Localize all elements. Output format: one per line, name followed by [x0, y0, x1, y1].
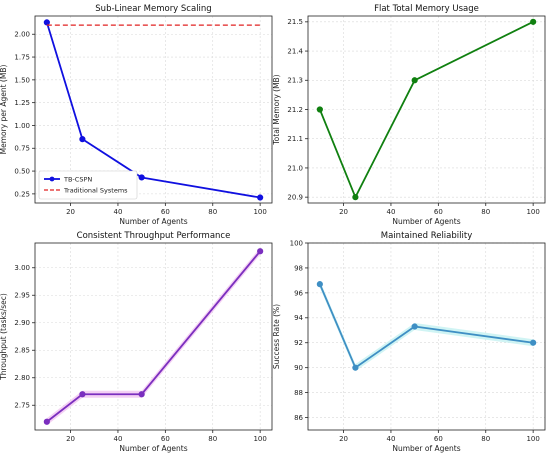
series-line-1	[45, 22, 261, 199]
legend: TB-CSPN Traditional Systems	[38, 170, 138, 200]
legend-label: TB-CSPN	[63, 175, 92, 183]
data-point	[138, 174, 145, 181]
y-axis-label: Throughput (tasks/sec)	[0, 293, 8, 381]
x-tick-label: 20	[339, 435, 348, 443]
x-tick-label: 60	[434, 435, 443, 443]
y-tick-label: 2.00	[14, 31, 30, 39]
y-tick-label: 94	[294, 314, 303, 322]
x-tick-label: 80	[481, 435, 490, 443]
legend-marker	[49, 176, 55, 182]
x-tick-label: 60	[161, 208, 170, 216]
y-tick-label: 2.75	[14, 402, 30, 410]
data-point	[530, 339, 537, 346]
y-tick-label: 2.85	[14, 347, 30, 355]
x-axis-label: Number of Agents	[392, 217, 460, 226]
y-tick-label: 2.80	[14, 374, 30, 382]
legend-box	[38, 170, 138, 200]
data-point	[316, 106, 323, 113]
y-tick-label: 100	[290, 239, 303, 247]
series-band	[319, 280, 534, 372]
x-tick-label: 100	[253, 208, 266, 216]
x-tick-label: 40	[113, 435, 122, 443]
y-tick-label: 21.3	[287, 77, 303, 85]
x-tick-label: 40	[386, 435, 395, 443]
y-tick-label: 1.50	[14, 76, 30, 84]
chart-panel-2: 20 40 60 80 100 20.9 21.0 21.1 21.2 21.3 21.4 21.5 F…	[272, 4, 546, 226]
data-point	[530, 18, 537, 25]
y-tick-label: 2.95	[14, 292, 30, 300]
plot-frame	[34, 15, 273, 204]
x-tick-label: 100	[253, 435, 266, 443]
x-axis-label: Number of Agents	[392, 444, 460, 453]
series-band	[46, 247, 261, 426]
y-tick-label: 21.1	[287, 135, 303, 143]
chart-title: Flat Total Memory Usage	[374, 4, 479, 14]
data-point	[79, 391, 86, 398]
x-tick-label: 100	[526, 435, 539, 443]
x-tick-label: 40	[113, 208, 122, 216]
x-tick-label: 60	[161, 435, 170, 443]
y-tick-label: 88	[294, 389, 303, 397]
chart-title: Maintained Reliability	[381, 231, 472, 241]
y-tick-label: 21.5	[287, 18, 303, 26]
y-axis-label: Success Rate (%)	[272, 304, 281, 369]
x-tick-label: 80	[208, 435, 217, 443]
y-tick-label: 2.90	[14, 319, 30, 327]
y-axis-label: Memory per Agent (MB)	[0, 65, 8, 155]
y-tick-label: 90	[294, 364, 303, 372]
series-line-1	[46, 250, 261, 423]
data-point	[411, 323, 418, 330]
data-point	[316, 281, 323, 288]
y-tick-label: 1.75	[14, 53, 30, 61]
legend-label: Traditional Systems	[63, 186, 128, 194]
x-tick-label: 80	[208, 208, 217, 216]
series-line-1	[319, 21, 534, 199]
y-tick-label: 21.2	[287, 106, 303, 114]
x-tick-label: 20	[66, 208, 75, 216]
y-tick-label: 0.50	[14, 167, 30, 175]
plot-frame	[34, 242, 273, 431]
data-point	[138, 391, 145, 398]
data-point	[257, 194, 264, 201]
data-point	[43, 19, 50, 26]
y-tick-label: 21.0	[287, 164, 303, 172]
x-axis-label: Number of Agents	[119, 217, 187, 226]
y-tick-label: 1.25	[14, 99, 30, 107]
y-tick-label: 20.9	[287, 194, 303, 202]
y-tick-label: 86	[294, 414, 303, 422]
x-tick-label: 100	[526, 208, 539, 216]
chart-title: Sub-Linear Memory Scaling	[95, 4, 211, 14]
x-tick-label: 20	[66, 435, 75, 443]
data-point	[352, 194, 359, 201]
y-tick-label: 0.75	[14, 145, 30, 153]
y-tick-label: 92	[294, 339, 303, 347]
x-tick-label: 80	[481, 208, 490, 216]
y-tick-label: 3.00	[14, 264, 30, 272]
y-axis-label: Total Memory (MB)	[272, 74, 281, 145]
data-point	[352, 364, 359, 371]
x-tick-label: 40	[386, 208, 395, 216]
y-tick-label: 1.00	[14, 122, 30, 130]
x-axis-label: Number of Agents	[119, 444, 187, 453]
chart-panel-1: 20 40 60 80 100 0.25 0.50 0.75 1.00 1.25 1.50 1.75 2…	[0, 4, 273, 226]
plot-frame	[307, 242, 546, 431]
y-tick-label: 98	[294, 264, 303, 272]
x-tick-label: 60	[434, 208, 443, 216]
chart-panel-3: 20 40 60 80 100 2.75 2.80 2.85 2.90 2.95 3.00 Consi…	[0, 231, 273, 453]
y-tick-label: 96	[294, 289, 303, 297]
series-line-1	[319, 283, 534, 369]
data-point	[257, 248, 264, 255]
y-tick-label: 21.4	[287, 47, 303, 55]
chart-title: Consistent Throughput Performance	[77, 231, 231, 241]
chart-panel-4: 20 40 60 80 100 86 88 90 92 94 96 98 100 Maintained R…	[272, 231, 546, 453]
data-point	[43, 418, 50, 425]
x-tick-label: 20	[339, 208, 348, 216]
data-point	[79, 136, 86, 143]
y-tick-label: 0.25	[14, 190, 30, 198]
data-point	[411, 77, 418, 84]
